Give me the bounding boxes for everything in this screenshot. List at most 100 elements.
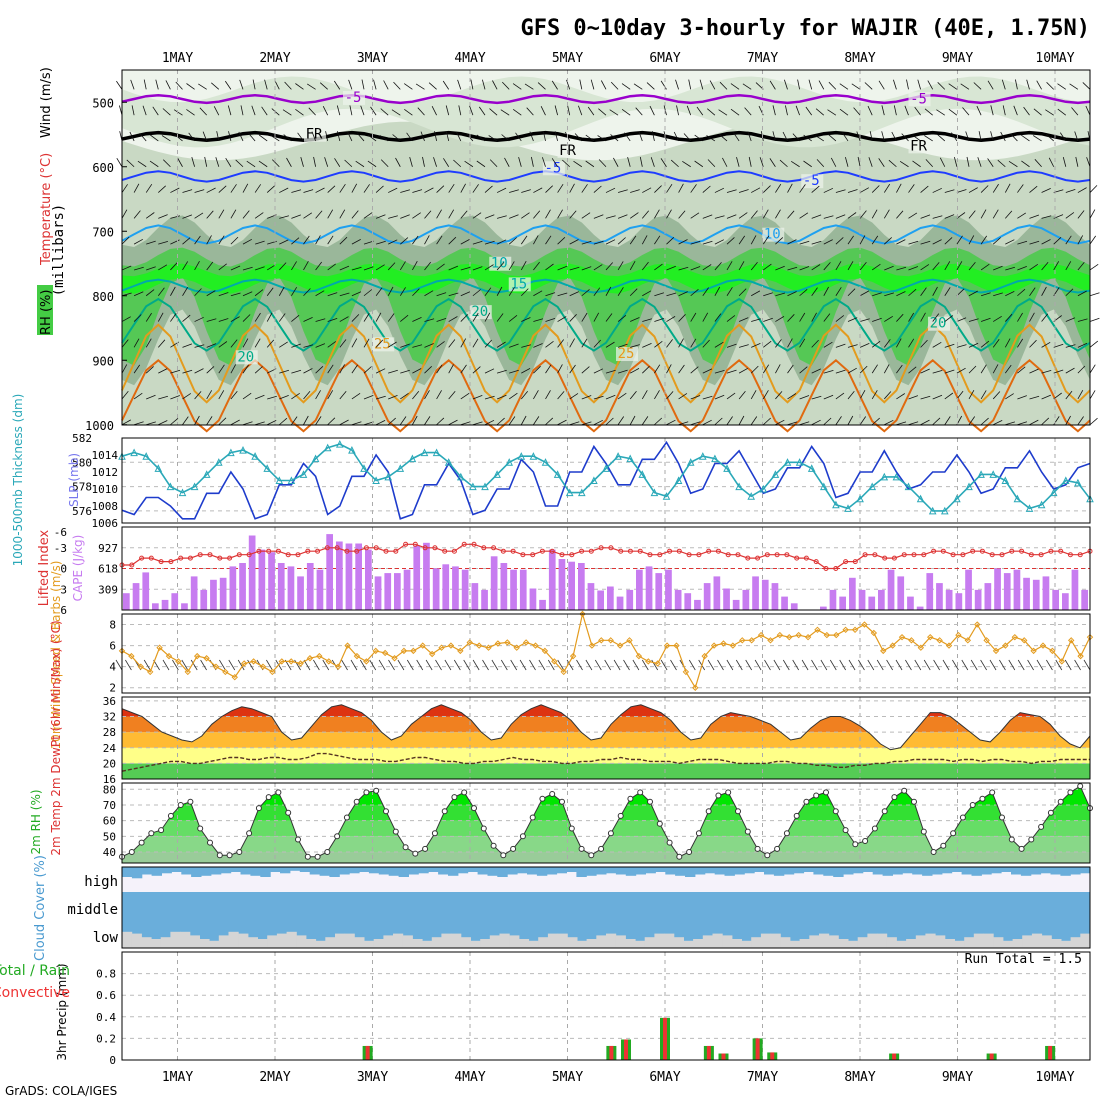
surface-wind-barb	[942, 659, 950, 671]
thickness-point	[880, 472, 889, 481]
wind-speed-point	[494, 640, 502, 647]
precip-frame	[121, 951, 1091, 1061]
wind-barb	[218, 209, 225, 219]
cloud-high-bar	[388, 867, 400, 876]
wind-barb	[240, 105, 244, 116]
cloud-low-bar	[315, 940, 326, 948]
wind-barb	[1017, 312, 1023, 322]
wind-barb	[242, 364, 249, 374]
wind-barb	[230, 390, 238, 400]
cloud-high-bar	[507, 867, 518, 875]
wind-barb	[593, 395, 604, 400]
wind-barb	[920, 312, 926, 322]
wind-barb	[569, 183, 575, 193]
li-point	[256, 548, 262, 554]
li-point	[500, 548, 506, 554]
cloud-low-bar	[635, 940, 646, 948]
cloud-low-bar	[799, 939, 810, 948]
wind-barb	[303, 391, 311, 400]
cape-bar	[500, 563, 508, 610]
li-point	[481, 545, 487, 551]
wind-barb	[896, 421, 907, 426]
wind-barb	[908, 366, 917, 374]
thickness-point	[348, 446, 356, 454]
wind-barb	[315, 235, 321, 245]
cape-bar	[936, 583, 943, 610]
cloud-axis-label: Cloud Cover (%)	[33, 855, 48, 961]
wind-barb	[775, 265, 785, 271]
wind-barb	[484, 312, 491, 322]
wind-barb	[968, 235, 975, 245]
wind-barb	[279, 417, 288, 426]
wind-barb	[339, 364, 345, 374]
wind-barb	[1017, 240, 1028, 245]
wind-barb	[775, 292, 786, 297]
wind-barb	[641, 416, 649, 425]
wind-barb	[551, 80, 558, 90]
wind-barb	[238, 131, 244, 142]
wind-speed-point	[334, 663, 342, 670]
li-point	[960, 552, 966, 558]
surface-wind-barb	[538, 659, 546, 671]
rh-point	[979, 795, 986, 802]
wind-barb	[163, 159, 171, 168]
wind-barb	[436, 263, 445, 271]
wind-barb	[578, 105, 583, 116]
wind-barb	[254, 312, 261, 322]
wind-barb	[347, 131, 353, 142]
wind-barb	[254, 212, 264, 219]
wind-barb	[165, 80, 171, 90]
rh-point	[334, 833, 341, 840]
li-point	[383, 548, 389, 554]
wind-barb	[400, 369, 410, 374]
precip-convective-bar	[624, 1039, 628, 1060]
wind-barb	[803, 134, 812, 142]
wind-barb	[242, 421, 253, 426]
rh-point	[1038, 823, 1045, 830]
cape-bar	[907, 596, 914, 610]
cloud-high-bar	[576, 867, 587, 877]
wind-barb	[569, 338, 575, 348]
wind-barb	[242, 314, 251, 322]
thickness-point	[251, 452, 259, 460]
rh-tick: 60	[103, 815, 116, 828]
wind-barb	[351, 266, 362, 271]
cloud-low-bar	[325, 937, 336, 948]
wind-barb	[327, 185, 336, 193]
wind-barb	[702, 264, 712, 271]
isotherm-label: -5	[345, 90, 362, 106]
cloud-low-bar	[335, 933, 346, 948]
thickness-point	[1074, 478, 1082, 487]
wind-speed-point	[532, 642, 539, 649]
thickness-point	[481, 482, 489, 491]
wind-barb	[1005, 239, 1015, 245]
wind-barb	[908, 240, 919, 245]
rh-point	[862, 838, 869, 844]
wind-barb	[1005, 313, 1013, 322]
wind-barb	[230, 364, 237, 374]
date-label-bottom: 3MAY	[357, 1070, 388, 1085]
date-label-bottom: 8MAY	[844, 1070, 875, 1085]
thickness-point	[638, 470, 647, 478]
wind-barb	[654, 292, 665, 297]
li-point	[813, 559, 819, 565]
temp-band	[122, 732, 1090, 748]
wind-barb	[787, 338, 793, 348]
wind-barb	[1001, 79, 1006, 90]
temp-tick: 28	[103, 726, 116, 739]
slp-line	[121, 440, 1091, 520]
wind-barb	[1077, 262, 1085, 271]
cape-bar	[374, 576, 382, 610]
wind-barb	[1053, 369, 1064, 374]
temp-tick: 32	[103, 711, 116, 724]
thickness-point	[384, 472, 393, 481]
cloud-high-bar	[1040, 867, 1051, 874]
wind-barb	[744, 107, 752, 116]
wind-barb	[355, 160, 365, 168]
pressure-tick: 700	[92, 225, 114, 239]
date-label-top: 4MAY	[454, 51, 485, 66]
wind-barb	[678, 314, 686, 322]
cape-bar	[519, 569, 527, 610]
wind-barb	[400, 237, 409, 245]
surface-wind-barb	[923, 659, 931, 671]
